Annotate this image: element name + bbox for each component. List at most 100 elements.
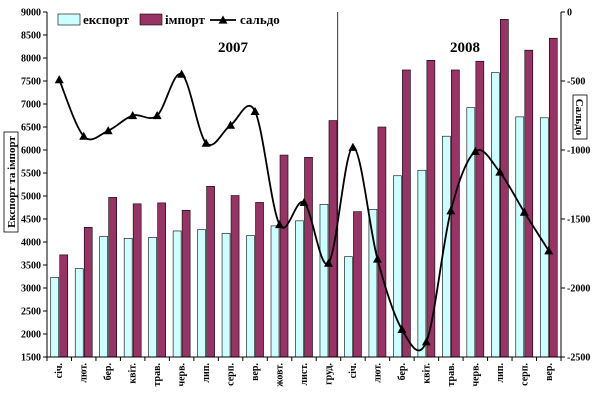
export-bar	[344, 256, 353, 358]
export-bar	[491, 72, 500, 358]
saldo-marker	[128, 111, 138, 120]
saldo-marker	[177, 69, 187, 78]
x-tick-label: черв.	[177, 363, 188, 387]
x-tick-label: січ.	[54, 363, 65, 379]
right-tick-label: 0	[567, 8, 572, 19]
left-tick-label: 7500	[21, 77, 41, 88]
left-tick-label: 5500	[21, 169, 41, 180]
right-tick-label: -1000	[567, 146, 590, 157]
saldo-marker	[250, 106, 260, 115]
export-bar	[295, 220, 304, 358]
left-tick-label: 4000	[21, 238, 41, 249]
right-axis-title: Сальдо	[572, 94, 588, 140]
x-tick-label: трав.	[152, 363, 163, 387]
export-bar	[466, 107, 476, 358]
export-bar	[539, 117, 549, 358]
export-bar	[319, 203, 329, 358]
left-tick-label: 7000	[21, 100, 41, 111]
saldo-marker	[519, 207, 529, 216]
left-axis-title-text: Експорт та імпорт	[6, 136, 18, 228]
export-bar	[74, 268, 84, 358]
import-bar	[500, 19, 509, 358]
export-bar	[417, 169, 427, 358]
saldo-marker	[79, 131, 89, 140]
legend-swatch-import	[139, 13, 163, 26]
x-tick-label: вер.	[544, 363, 555, 381]
saldo-marker	[201, 138, 211, 147]
legend-label-export: експорт	[83, 12, 130, 27]
left-axis-title-box	[3, 131, 19, 233]
import-bar	[255, 202, 264, 358]
x-tick-label: серп.	[519, 363, 530, 386]
x-tick-label: бер.	[397, 363, 408, 381]
year-label-2007: 2007	[218, 40, 249, 56]
x-tick-label: жовт.	[275, 363, 286, 387]
export-bar	[246, 235, 255, 358]
left-tick-label: 2000	[21, 330, 41, 341]
import-bar	[181, 209, 191, 358]
legend-marker-saldo	[218, 15, 228, 24]
import-bar	[83, 226, 93, 358]
year-label-2008: 2008	[450, 40, 480, 56]
left-tick-label: 6500	[21, 123, 41, 134]
saldo-marker	[299, 197, 309, 207]
saldo-marker	[348, 142, 358, 151]
export-bar	[123, 238, 133, 358]
left-tick-label: 3500	[21, 261, 41, 272]
left-tick-label: 9000	[21, 8, 41, 19]
left-tick-label: 6000	[21, 146, 41, 157]
import-bar	[353, 211, 362, 358]
saldo-marker	[421, 337, 431, 346]
import-bar	[206, 186, 215, 358]
export-bar	[515, 116, 525, 358]
import-bar	[108, 197, 117, 358]
legend-label-import: імпорт	[165, 12, 206, 27]
right-axis-title-box	[572, 94, 588, 140]
export-bar	[197, 229, 206, 358]
import-bar	[304, 157, 313, 358]
export-bar	[270, 225, 280, 358]
x-tick-label: вер.	[250, 363, 261, 381]
import-bar	[157, 202, 166, 358]
export-bar	[172, 230, 182, 358]
right-tick-label: -2500	[567, 353, 590, 364]
saldo-marker	[152, 111, 162, 120]
right-tick-label: -500	[567, 77, 585, 88]
left-tick-label: 1500	[21, 353, 41, 364]
saldo-marker	[275, 220, 285, 229]
saldo-marker	[544, 246, 554, 255]
import-bar	[230, 195, 240, 358]
x-tick-label: груд.	[323, 363, 334, 385]
x-tick-label: лип.	[495, 363, 506, 383]
import-bar	[548, 37, 558, 358]
saldo-marker	[103, 126, 113, 135]
import-bar	[132, 203, 142, 358]
import-bar	[402, 69, 411, 358]
left-tick-label: 4500	[21, 215, 41, 226]
legend-label-saldo: сальдо	[240, 12, 280, 27]
export-bar	[99, 236, 108, 358]
saldo-marker	[470, 146, 480, 155]
saldo-line	[58, 73, 550, 352]
x-tick-label: лист.	[299, 363, 310, 386]
saldo-marker	[54, 75, 64, 84]
right-tick-label: -1500	[567, 215, 590, 226]
left-tick-label: 8000	[21, 54, 41, 65]
right-tick-label: -2000	[567, 284, 590, 295]
x-tick-label: січ.	[348, 363, 359, 379]
x-tick-label: лип.	[201, 363, 212, 383]
saldo-marker	[397, 324, 407, 333]
import-bar	[59, 254, 69, 358]
saldo-marker	[446, 206, 456, 215]
right-axis-title-text: Сальдо	[573, 99, 585, 136]
x-tick-label: бер.	[103, 363, 114, 381]
x-tick-label: трав.	[446, 363, 457, 387]
left-axis-title: Експорт та імпорт	[3, 131, 19, 233]
export-bar	[368, 209, 378, 358]
left-tick-label: 8500	[21, 31, 41, 42]
saldo-marker	[495, 167, 505, 176]
left-tick-label: 3000	[21, 284, 41, 295]
saldo-marker	[226, 120, 236, 129]
